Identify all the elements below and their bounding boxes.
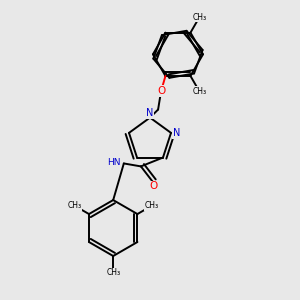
Text: HN: HN: [107, 158, 120, 167]
Text: N: N: [146, 108, 154, 118]
Text: CH₃: CH₃: [68, 201, 82, 210]
Text: CH₃: CH₃: [192, 13, 206, 22]
Text: CH₃: CH₃: [106, 268, 120, 277]
Text: N: N: [172, 128, 180, 138]
Text: CH₃: CH₃: [145, 201, 159, 210]
Text: CH₃: CH₃: [192, 87, 206, 96]
Text: O: O: [157, 86, 165, 96]
Text: O: O: [149, 182, 158, 191]
